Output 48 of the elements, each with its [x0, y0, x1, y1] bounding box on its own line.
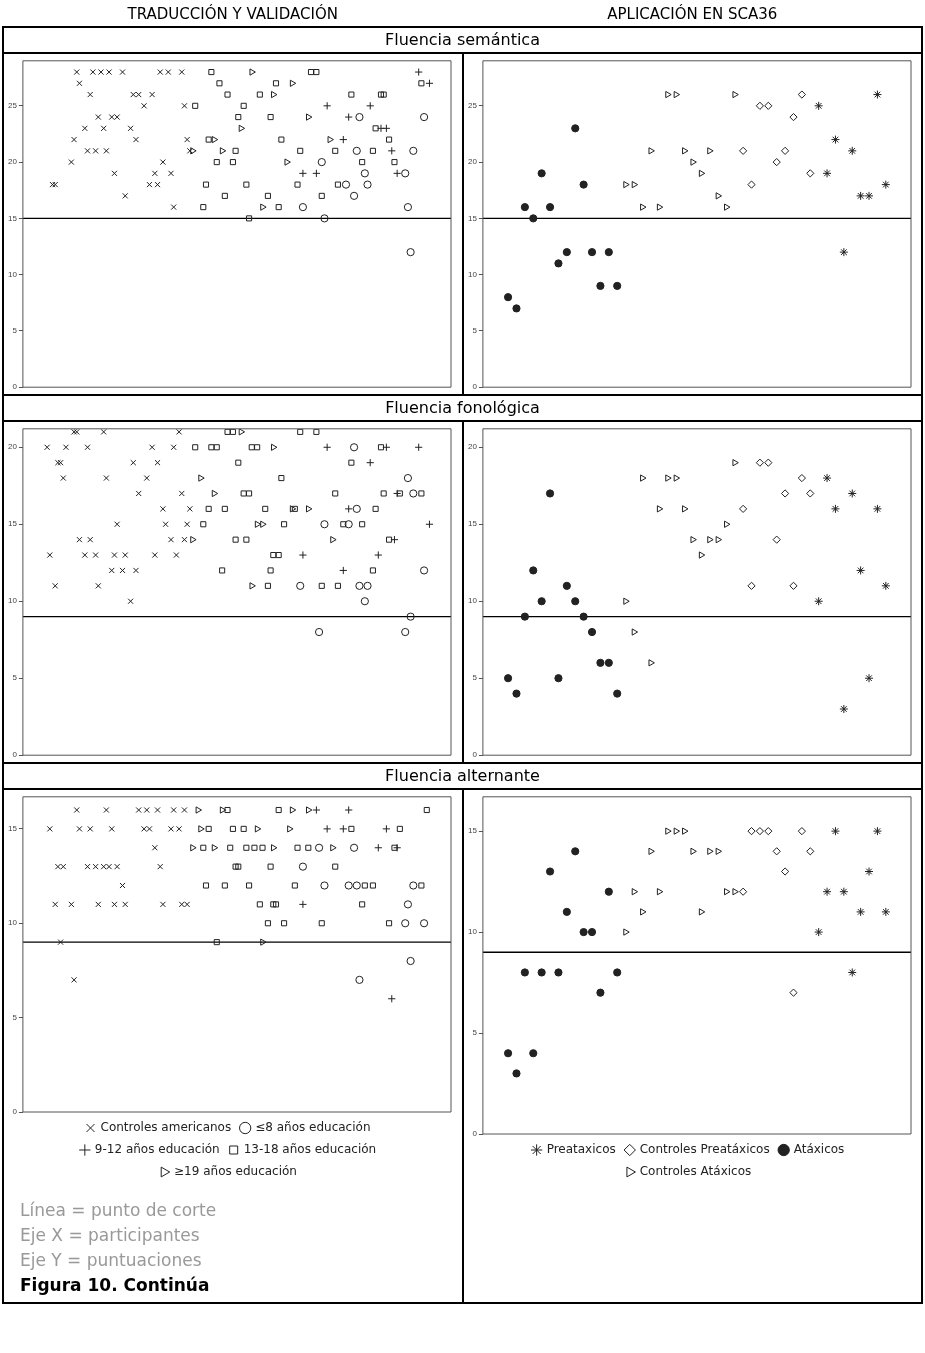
y-tick-label: 0 — [12, 1107, 18, 1117]
y-tick-label: 15 — [467, 826, 477, 836]
y-tick-label: 15 — [7, 213, 18, 223]
y-tick-label: 10 — [467, 927, 477, 937]
text: Figura 10. Continúa — [20, 1274, 211, 1297]
legend-label: 9-12 años educación — [94, 1142, 220, 1157]
y-tick-label: 15 — [7, 824, 18, 834]
y-tick-label: 15 — [467, 213, 477, 223]
legend-label: ≥19 años educación — [174, 1164, 297, 1179]
y-tick-label: 10 — [7, 596, 18, 606]
legend-label: Preataxicos — [546, 1142, 616, 1157]
y-tick-label: 0 — [471, 1129, 477, 1139]
y-tick-label: 15 — [7, 519, 18, 529]
chart-title: Fluencia alternante — [3, 763, 922, 789]
y-tick-label: 20 — [7, 157, 18, 167]
y-tick-label: 0 — [12, 382, 18, 392]
legend-label: Controles americanos — [100, 1120, 232, 1135]
y-tick-label: 15 — [467, 519, 477, 529]
y-tick-label: 5 — [471, 1028, 477, 1038]
y-tick-label: 20 — [467, 442, 477, 452]
y-tick-label: 5 — [471, 673, 477, 683]
legend-label: ≤8 años educación — [255, 1120, 371, 1135]
y-tick-label: 5 — [471, 326, 477, 336]
text: Eje X = participantes — [20, 1224, 201, 1247]
y-tick-label: 0 — [471, 382, 477, 392]
legend-label: Controles Preatáxicos — [639, 1142, 770, 1157]
y-tick-label: 0 — [12, 750, 18, 760]
y-tick-label: 10 — [7, 918, 18, 928]
y-tick-label: 5 — [12, 673, 18, 683]
legend-label: Atáxicos — [793, 1142, 844, 1157]
y-tick-label: 5 — [12, 326, 18, 336]
legend-label: Controles Atáxicos — [639, 1164, 751, 1179]
y-tick-label: 10 — [467, 596, 477, 606]
y-tick-label: 25 — [7, 101, 18, 111]
y-tick-label: 10 — [467, 269, 477, 279]
y-tick-label: 20 — [7, 442, 18, 452]
y-tick-label: 10 — [7, 269, 18, 279]
chart-subtitle: APLICACIÓN EN SCA36 — [606, 3, 779, 25]
text: Eje Y = puntuaciones — [20, 1249, 203, 1272]
chart-title: Fluencia fonológica — [3, 395, 922, 421]
y-tick-label: 20 — [467, 157, 477, 167]
text: Línea = punto de corte — [20, 1199, 218, 1222]
chart-title: Fluencia semántica — [3, 27, 922, 53]
y-tick-label: 0 — [471, 750, 477, 760]
chart-subtitle: TRADUCCIÓN Y VALIDACIÓN — [126, 3, 339, 25]
y-tick-label: 25 — [467, 101, 477, 111]
y-tick-label: 5 — [12, 1012, 18, 1022]
legend-label: 13-18 años educación — [243, 1142, 377, 1157]
